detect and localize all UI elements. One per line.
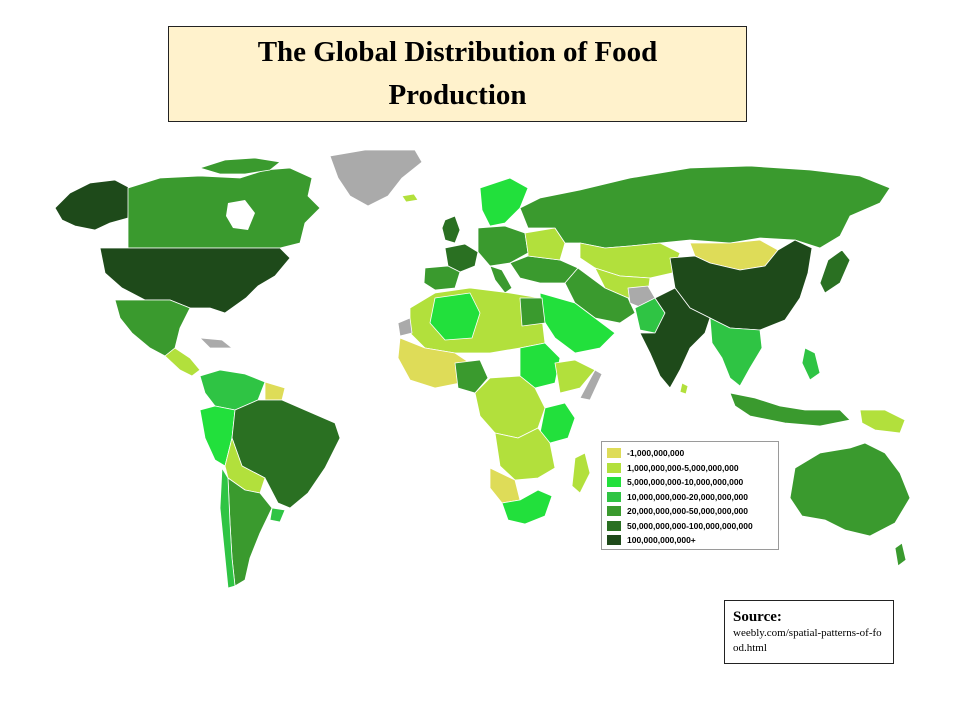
region-indonesia [729, 392, 851, 427]
region-kazakhstan [579, 242, 681, 279]
region-alaska [54, 179, 131, 231]
region-greenland [329, 149, 423, 207]
source-title: Source: [733, 609, 782, 625]
legend-label: -1,000,000,000 [627, 448, 685, 459]
region-madagascar [571, 452, 591, 494]
legend-swatch [607, 535, 621, 546]
legend-item: 100,000,000,000+ [607, 533, 773, 548]
region-turkey [509, 255, 579, 284]
region-australia [789, 442, 910, 537]
legend-swatch [607, 491, 621, 502]
legend-swatch [607, 448, 621, 459]
region-arabia [539, 292, 616, 354]
region-usa [99, 247, 291, 314]
region-iberia [423, 265, 461, 291]
legend-label: 1,000,000,000-5,000,000,000 [627, 462, 739, 473]
legend-item: -1,000,000,000 [607, 446, 773, 461]
region-canada-arctic [199, 157, 281, 175]
region-scandinavia [479, 177, 529, 227]
legend-label: 5,000,000,000-10,000,000,000 [627, 477, 744, 488]
region-new-guinea [859, 409, 906, 434]
region-nigeria [454, 359, 489, 394]
legend-item: 1,000,000,000-5,000,000,000 [607, 461, 773, 476]
legend-item: 5,000,000,000-10,000,000,000 [607, 475, 773, 490]
region-new-zealand [894, 542, 907, 567]
region-central-africa [474, 375, 546, 439]
region-southeast-asia [709, 317, 763, 387]
legend-label: 10,000,000,000-20,000,000,000 [627, 491, 749, 502]
region-egypt [519, 297, 546, 327]
region-iran [564, 267, 636, 324]
legend-item: 50,000,000,000-100,000,000,000 [607, 519, 773, 534]
region-russia [519, 165, 891, 249]
region-uruguay [269, 507, 286, 523]
region-mexico [114, 299, 191, 357]
page-title: The Global Distribution of Food Producti… [257, 36, 658, 111]
region-central-america [164, 347, 201, 377]
map-legend: -1,000,000,000 1,000,000,000-5,000,000,0… [601, 441, 779, 550]
legend-swatch [607, 506, 621, 517]
legend-label: 20,000,000,000-50,000,000,000 [627, 506, 749, 517]
region-somalia [579, 369, 603, 401]
region-south-africa [501, 489, 553, 525]
legend-label: 100,000,000,000+ [627, 535, 696, 546]
legend-item: 10,000,000,000-20,000,000,000 [607, 490, 773, 505]
region-central-europe [477, 225, 529, 267]
region-philippines [801, 347, 821, 381]
region-guianas [264, 381, 286, 401]
region-argentina [227, 477, 273, 587]
legend-swatch [607, 477, 621, 488]
hudson-bay [226, 200, 255, 230]
region-chile [219, 467, 236, 589]
region-cuba [199, 337, 233, 349]
region-uk [441, 215, 461, 244]
region-india [639, 287, 711, 389]
region-japan [819, 249, 851, 294]
region-canada [127, 167, 321, 249]
region-iceland [401, 193, 419, 203]
source-box: Source: weebly.com/spatial-patterns-of-f… [724, 600, 894, 664]
region-italy [489, 265, 513, 294]
legend-swatch [607, 462, 621, 473]
legend-swatch [607, 520, 621, 531]
region-horn-of-africa [554, 359, 596, 394]
legend-item: 20,000,000,000-50,000,000,000 [607, 504, 773, 519]
title-box: The Global Distribution of Food Producti… [168, 26, 747, 122]
region-western-sahara [397, 317, 413, 337]
region-southern-africa [494, 427, 556, 481]
source-url: weebly.com/spatial-patterns-of-food.html [733, 627, 882, 654]
region-sri-lanka [679, 382, 689, 395]
legend-label: 50,000,000,000-100,000,000,000 [627, 520, 753, 531]
world-map [54, 149, 910, 589]
region-algeria [429, 292, 481, 341]
